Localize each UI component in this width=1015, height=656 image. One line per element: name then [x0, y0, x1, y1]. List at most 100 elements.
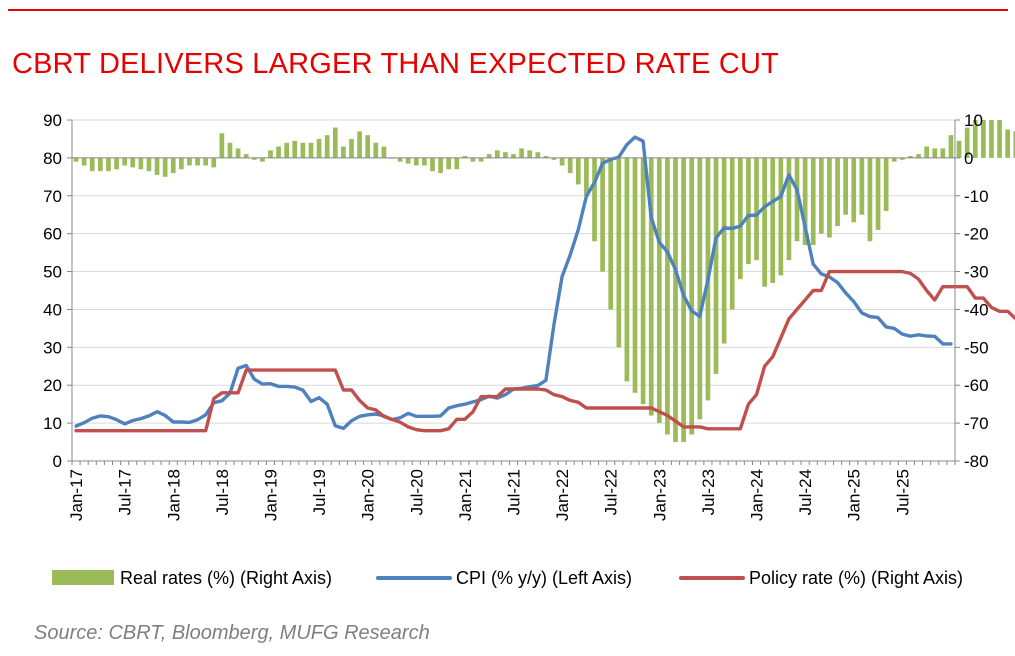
left-tick-label: 0 [53, 452, 62, 471]
legend-label-cpi: CPI (% y/y) (Left Axis) [456, 568, 632, 588]
real-rate-bar [810, 157, 816, 246]
x-tick-label: Jul-17 [116, 469, 135, 515]
real-rate-bar [632, 157, 638, 393]
chart-title: CBRT DELIVERS LARGER THAN EXPECTED RATE … [12, 48, 780, 80]
x-tick-label: Jul-21 [505, 469, 524, 515]
left-tick-label: 30 [43, 338, 62, 357]
real-rate-bar [162, 157, 168, 177]
real-rate-bar [365, 135, 371, 158]
real-rate-bar [422, 157, 427, 166]
real-rate-bar [341, 146, 346, 158]
real-rate-bar [624, 157, 630, 382]
x-tick-label: Jul-25 [893, 469, 912, 515]
left-tick-label: 60 [43, 225, 62, 244]
real-rate-bar [616, 157, 622, 348]
real-rate-bar [851, 157, 857, 223]
real-rates-bars [73, 120, 1015, 443]
real-rate-bar [527, 150, 533, 158]
real-rate-bar [551, 157, 557, 160]
real-rate-bar [713, 157, 719, 374]
x-tick-label: Jan-18 [164, 469, 183, 521]
real-rate-bar [438, 157, 443, 174]
source-note: Source: CBRT, Bloomberg, MUFG Research [34, 622, 430, 644]
real-rate-bar [908, 155, 913, 158]
real-rate-bar [235, 148, 241, 158]
real-rate-bar [203, 157, 209, 166]
real-rate-bar [802, 157, 808, 246]
real-rate-bar [567, 157, 573, 174]
real-rate-bar [106, 157, 111, 172]
real-rate-bar [891, 157, 897, 162]
real-rate-bar [89, 157, 95, 172]
real-rate-bar [486, 154, 492, 158]
real-rate-bar [964, 127, 970, 158]
right-tick-label: -80 [964, 452, 989, 471]
real-rate-bar [98, 157, 103, 172]
real-rate-bar [786, 157, 792, 261]
real-rate-bar [413, 157, 419, 166]
right-tick-label: 10 [964, 111, 983, 130]
real-rate-bar [697, 157, 703, 420]
real-rate-bar [575, 157, 581, 185]
legend-label-policy-rate: Policy rate (%) (Right Axis) [749, 568, 963, 588]
real-rate-bar [754, 157, 759, 261]
x-tick-label: Jan-21 [456, 469, 475, 521]
real-rate-bar [875, 157, 881, 230]
real-rate-bar [543, 155, 549, 158]
x-tick-label: Jul-18 [213, 469, 232, 515]
real-rate-bar [843, 157, 848, 215]
right-tick-label: 0 [964, 149, 973, 168]
real-rate-bar [997, 120, 1002, 158]
real-rate-bar [170, 157, 176, 174]
real-rate-bar [276, 146, 281, 158]
real-rate-bar [600, 157, 605, 272]
real-rate-bar [146, 157, 152, 172]
real-rate-bar [219, 133, 225, 158]
real-rate-bar [916, 154, 921, 158]
real-rate-bar [932, 148, 938, 158]
real-rate-bar [956, 140, 962, 158]
x-tick-label: Jul-19 [310, 469, 329, 515]
real-rate-bar [154, 157, 160, 175]
real-rate-bar [227, 142, 233, 158]
real-rate-bar [349, 138, 354, 158]
legend: Real rates (%) (Right Axis) CPI (% y/y) (… [52, 568, 963, 588]
real-rate-bar [187, 157, 192, 166]
real-rate-bar [260, 157, 265, 162]
real-rate-bar [689, 157, 695, 435]
real-rate-bar [397, 157, 403, 162]
real-rate-bar [332, 127, 338, 158]
real-rate-bar [405, 157, 411, 164]
real-rate-bar [179, 157, 184, 170]
real-rate-bar [794, 157, 800, 242]
x-tick-label: Jul-23 [699, 469, 718, 515]
real-rate-bar [592, 157, 597, 242]
real-rate-bar [430, 157, 435, 172]
real-rate-bar [494, 150, 500, 158]
real-rate-bar [114, 157, 119, 170]
x-tick-label: Jan-24 [748, 469, 767, 521]
x-tick-label: Jul-24 [796, 469, 815, 515]
right-tick-label: -20 [964, 225, 989, 244]
x-tick-label: Jan-22 [553, 469, 572, 521]
top-rule [8, 9, 1008, 11]
x-tick-label: Jan-17 [67, 469, 86, 521]
real-rate-bar [357, 131, 362, 158]
real-rate-bar [559, 157, 565, 166]
real-rate-bar [770, 157, 776, 283]
right-tick-label: -70 [964, 414, 989, 433]
real-rate-bar [462, 155, 468, 158]
axes: 0 10 20 30 40 50 60 70 80 90 -80 -70 -60 -50 -40 -30 -20… [43, 111, 989, 521]
x-tick-label: Jan-23 [650, 469, 669, 521]
real-rate-bar [470, 157, 476, 162]
real-rate-bar [381, 146, 387, 158]
left-tick-label: 40 [43, 300, 62, 319]
real-rate-bar [211, 157, 217, 168]
real-rate-bar [640, 157, 646, 405]
real-rate-bar [972, 120, 978, 158]
real-rate-bar [373, 142, 379, 158]
x-tick-label: Jul-20 [407, 469, 426, 515]
real-rate-bar [940, 148, 946, 158]
real-rate-bar [138, 157, 144, 170]
right-tick-label: -60 [964, 376, 989, 395]
